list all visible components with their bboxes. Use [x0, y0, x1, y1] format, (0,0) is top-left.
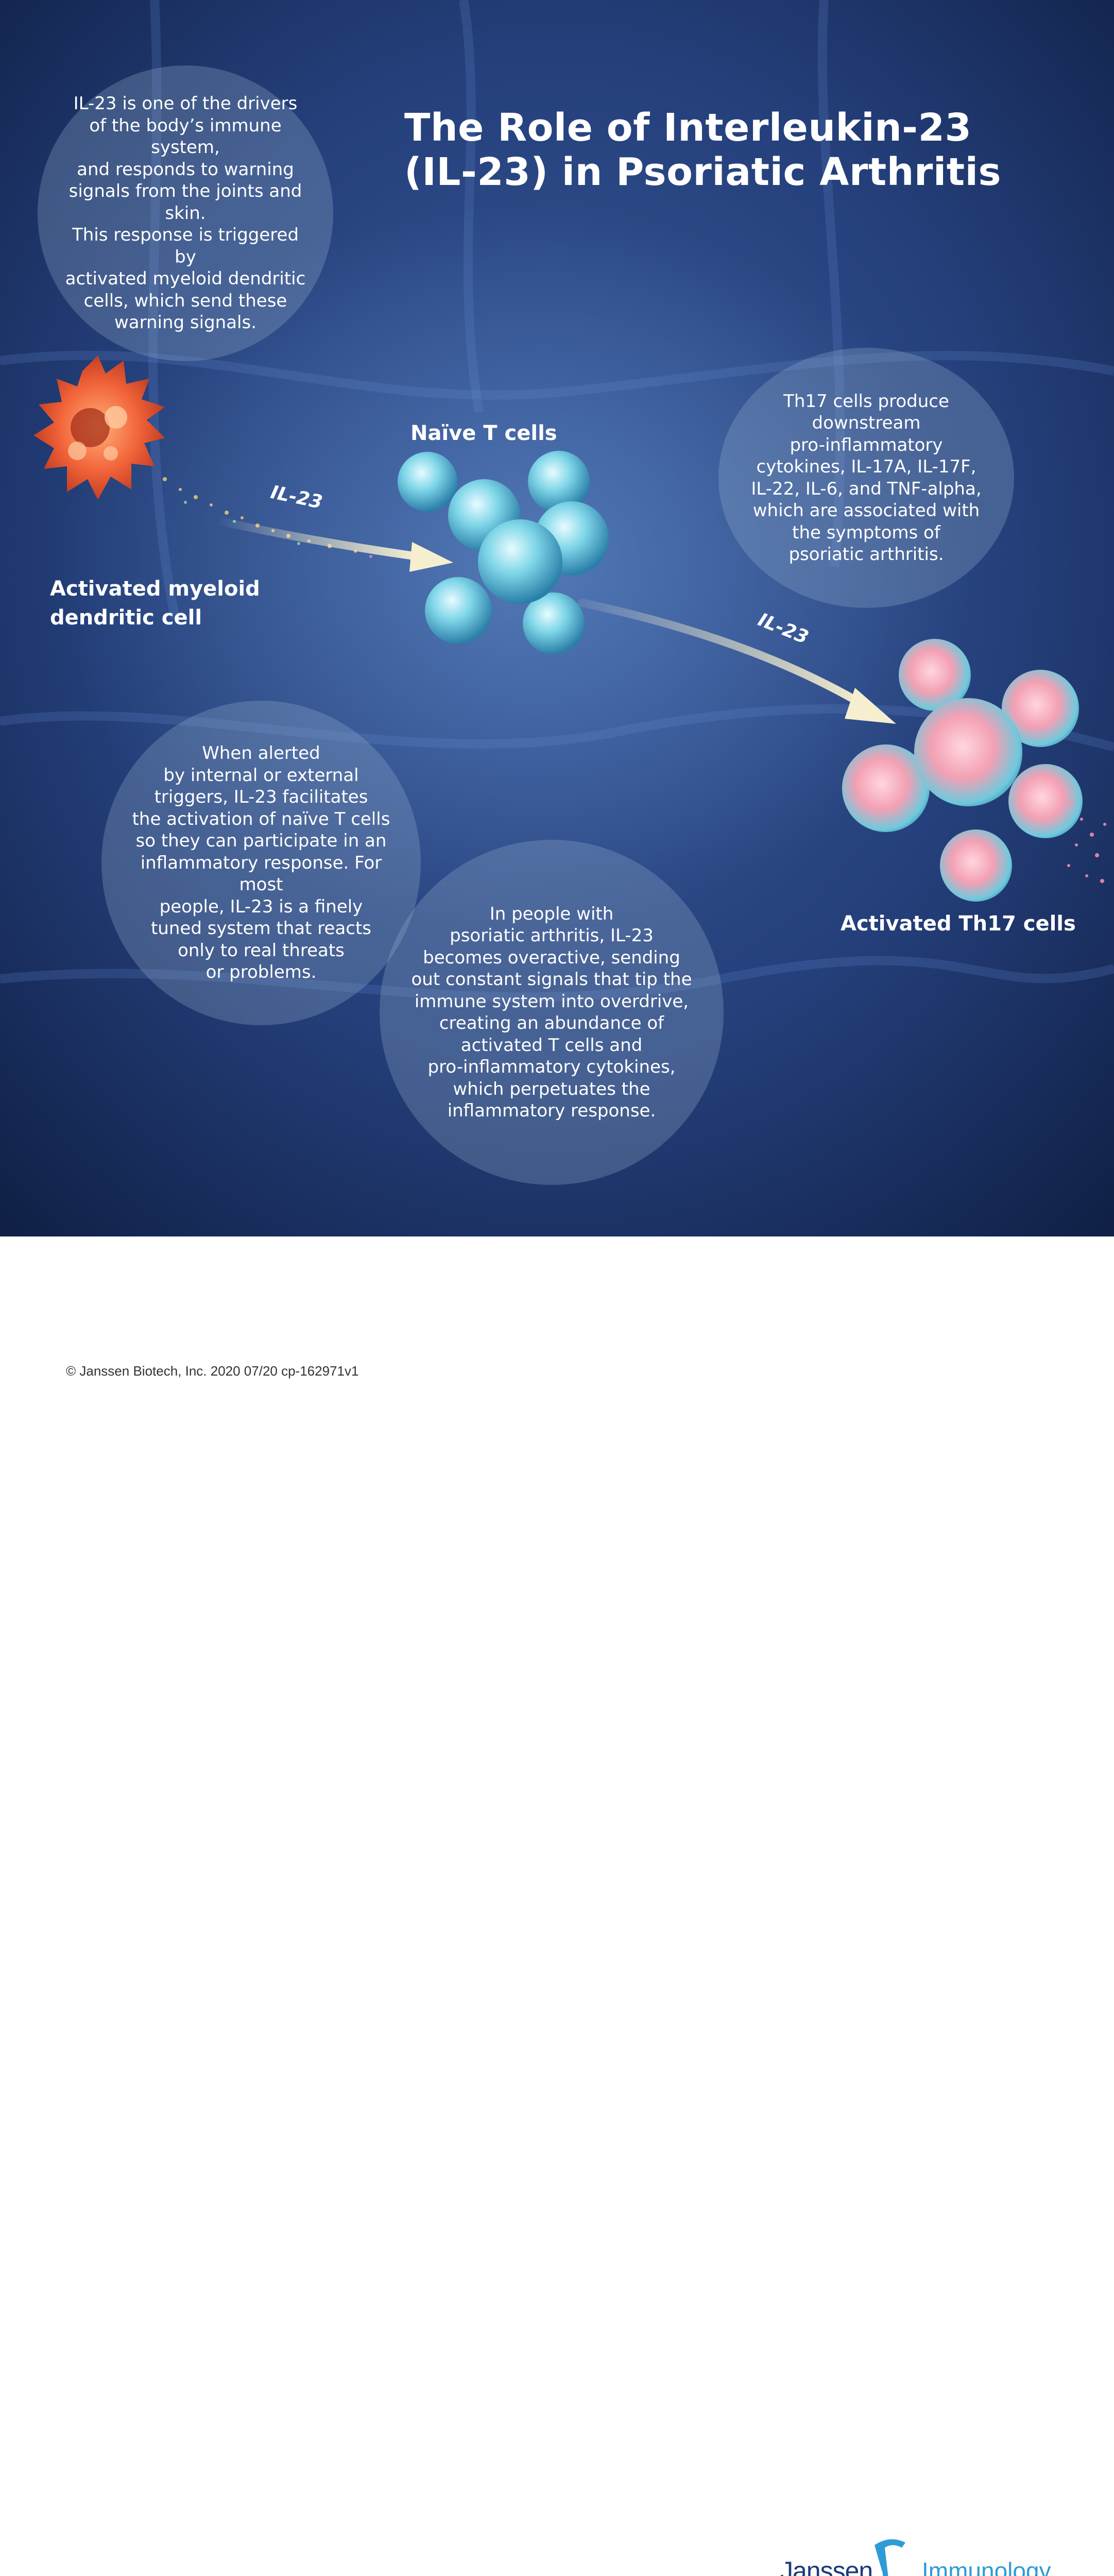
th17-cell-cluster: [842, 639, 1083, 902]
dendritic-cell-label: Activated myeloid dendritic cell: [50, 574, 260, 632]
janssen-immunology-logo: Janssen Immunology PHARMACEUTICAL COMPAN…: [780, 2532, 1051, 2576]
alerted-info-bubble: When alerted by internal or external tri…: [101, 701, 421, 1025]
intro-text: IL-23 is one of the drivers of the body’…: [65, 93, 306, 333]
th17-info-bubble: Th17 cells produce downstream pro-inflam…: [718, 348, 1014, 608]
janssen-swoosh-icon: [875, 2539, 905, 2576]
title-line-1: The Role of Interleukin-23: [404, 106, 972, 150]
il23-arrow-2: [578, 599, 896, 724]
psa-info-bubble: In people with psoriatic arthritis, IL-2…: [380, 840, 724, 1185]
background-art: [0, 0, 1114, 1236]
th17-cytokine-spray: [1067, 802, 1106, 883]
naive-t-cells-label: Naïve T cells: [410, 421, 557, 445]
illustration-scene: The Role of Interleukin-23 (IL-23) in Ps…: [0, 0, 1114, 1236]
dendritic-label-line-1: Activated myeloid: [50, 577, 260, 601]
il23-arrow-1: [212, 516, 453, 572]
th17-cells-label: Activated Th17 cells: [841, 912, 1076, 936]
page-title: The Role of Interleukin-23 (IL-23) in Ps…: [404, 106, 1074, 194]
dendritic-cell: [33, 355, 165, 500]
brand-name: Janssen: [780, 2556, 873, 2576]
intro-info-bubble: IL-23 is one of the drivers of the body’…: [38, 65, 333, 361]
copyright-notice: © Janssen Biotech, Inc. 2020 07/20 cp-16…: [66, 1363, 359, 1379]
alerted-text: When alerted by internal or external tri…: [132, 743, 390, 983]
psa-text: In people with psoriatic arthritis, IL-2…: [411, 903, 692, 1122]
division-name: Immunology: [922, 2557, 1051, 2576]
th17-text: Th17 cells produce downstream pro-inflam…: [751, 391, 982, 565]
dendritic-label-line-2: dendritic cell: [50, 606, 202, 630]
title-line-2: (IL-23) in Psoriatic Arthritis: [404, 150, 1002, 194]
naive-t-cell-cluster: [398, 451, 609, 654]
